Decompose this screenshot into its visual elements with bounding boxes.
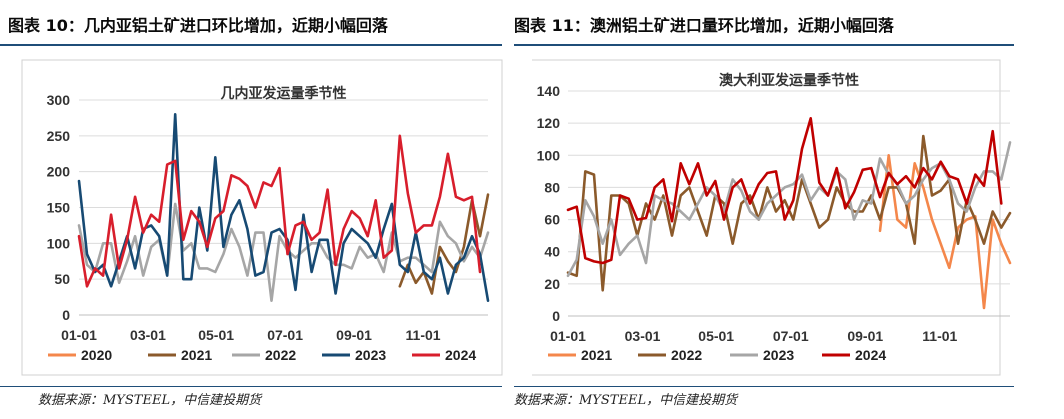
chart-frame: [532, 59, 1001, 376]
right-figure-heading: 图表 11：澳洲铝土矿进口量环比增加，近期小幅回落: [514, 16, 894, 35]
x-tick-label: 11-01: [406, 327, 441, 343]
y-tick-label: 100: [537, 147, 561, 163]
left-heading-rule: [0, 44, 502, 46]
series-line-2021: [878, 154, 1012, 310]
y-tick-label: 0: [552, 308, 560, 324]
left-panel: 图表 10：几内亚铝土矿进口环比增加，近期小幅回落 几内亚发运量季节性 0 50 10…: [0, 16, 503, 408]
legend-label-2024: 2024: [445, 347, 476, 363]
x-tick-label: 11-01: [922, 328, 957, 344]
legend-label-2021: 2021: [181, 347, 212, 363]
y-tick-label: 250: [47, 128, 71, 144]
x-tick-label: 03-01: [625, 328, 661, 344]
x-tick-label: 09-01: [336, 327, 372, 343]
x-tick-label: 03-01: [130, 327, 166, 343]
y-tick-label: 120: [537, 115, 561, 131]
y-tick-label: 100: [47, 235, 71, 251]
y-tick-label: 20: [544, 276, 560, 292]
left-footer-rule: [0, 386, 502, 387]
series-line-2024: [77, 134, 482, 288]
left-figure-heading: 图表 10：几内亚铝土矿进口环比增加，近期小幅回落: [8, 16, 388, 35]
series-line-2024: [566, 117, 1003, 265]
y-tick-label: 150: [47, 200, 71, 216]
left-source-note: 数据来源：MYSTEEL，中信建投期货: [38, 393, 262, 408]
legend-label-2023: 2023: [355, 347, 386, 363]
series-line-2023: [566, 141, 1012, 278]
legend-label-2021: 2021: [581, 347, 612, 363]
legend-label-2024: 2024: [855, 347, 886, 363]
y-tick-label: 50: [54, 271, 70, 287]
y-tick-label: 80: [544, 179, 560, 195]
x-tick-label: 05-01: [198, 327, 234, 343]
x-tick-label: 07-01: [773, 328, 809, 344]
x-tick-label: 01-01: [61, 327, 97, 343]
x-tick-label: 07-01: [267, 327, 303, 343]
right-source-note: 数据来源：MYSTEEL，中信建投期货: [514, 393, 738, 408]
chart-title: 澳大利亚发运量季节性: [719, 72, 859, 89]
y-tick-label: 140: [537, 83, 561, 99]
right-footer-rule: [514, 386, 1014, 387]
legend-label-2022: 2022: [671, 347, 702, 363]
series-line-2022: [77, 202, 490, 303]
y-tick-label: 40: [544, 244, 560, 260]
legend-label-2020: 2020: [81, 347, 112, 363]
series-line-2023: [77, 113, 490, 303]
y-tick-label: 200: [47, 164, 71, 180]
right-heading-rule: [514, 44, 1014, 46]
left-line-chart: 几内亚发运量季节性 0 50 100 150 200 250 300 01-01 03-01 05-…: [21, 59, 503, 376]
y-tick-label: 300: [47, 92, 71, 108]
legend-label-2023: 2023: [763, 347, 794, 363]
y-tick-label: 60: [544, 212, 560, 228]
x-tick-label: 01-01: [550, 328, 586, 344]
chart-title: 几内亚发运量季节性: [221, 85, 347, 102]
chart-frame: [21, 59, 503, 376]
right-panel: 图表 11：澳洲铝土矿进口量环比增加，近期小幅回落 澳大利亚发运量季节性 0 20 4…: [514, 0, 1064, 419]
x-tick-label: 05-01: [698, 328, 734, 344]
legend-label-2022: 2022: [265, 347, 296, 363]
x-tick-label: 09-01: [847, 328, 883, 344]
y-tick-label: 0: [62, 307, 70, 323]
right-line-chart: 澳大利亚发运量季节性 0 20 40 60 80 100 120 140 01-01 03-01 05…: [532, 59, 1012, 376]
